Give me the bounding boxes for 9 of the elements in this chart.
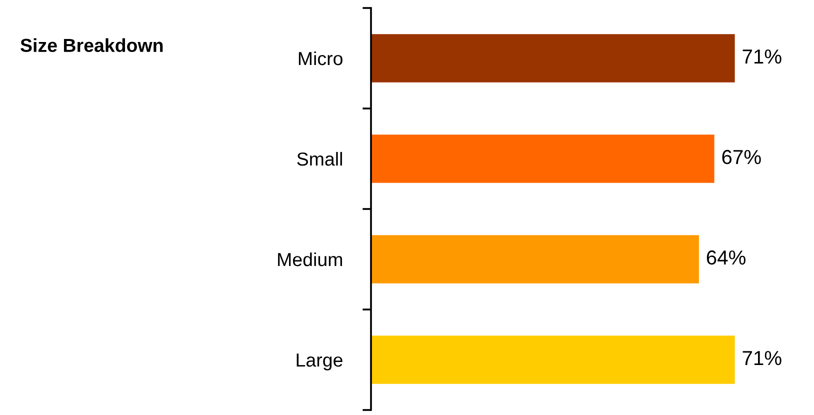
y-tick-label: Micro xyxy=(298,51,342,66)
data-label: 67% xyxy=(722,150,761,164)
y-tick-label: Small xyxy=(297,152,342,166)
data-label: 71% xyxy=(742,49,782,64)
y-tick-label: Large xyxy=(296,354,342,370)
data-label: 71% xyxy=(742,350,782,366)
y-tick-label: Medium xyxy=(278,252,342,266)
text: Size Breakdown xyxy=(20,38,163,52)
data-label: 64% xyxy=(706,250,746,265)
